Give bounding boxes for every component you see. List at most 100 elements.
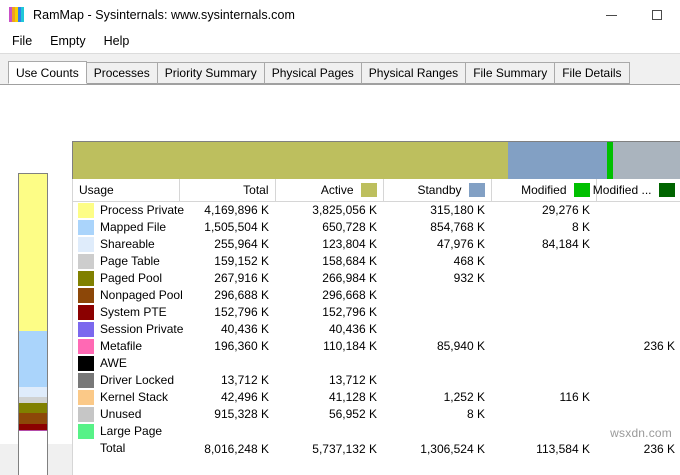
cell-standby <box>383 321 491 338</box>
menu-bar: File Empty Help <box>0 29 680 53</box>
cell-standby: 85,940 K <box>436 339 485 353</box>
cell-total: 4,169,896 K <box>204 203 269 217</box>
cell-usage: AWE <box>73 355 179 372</box>
table-row[interactable]: AWE <box>73 355 680 372</box>
cell-modified <box>491 287 596 304</box>
column-header-total-label: Total <box>243 182 269 197</box>
cell-standby: 1,306,524 K <box>420 442 485 456</box>
table-row[interactable]: Page Table 159,152 K 158,684 K 468 K <box>73 253 680 270</box>
cell-modified-no-write <box>596 270 680 287</box>
cell-active: 123,804 K <box>322 237 377 251</box>
cell-usage: Nonpaged Pool <box>73 287 183 304</box>
row-color-swatch <box>78 304 94 320</box>
table-row[interactable]: Metafile 196,360 K 110,184 K 85,940 K 236 K <box>73 338 680 355</box>
cell-active: 152,796 K <box>322 305 377 319</box>
modified-no-write-color-swatch <box>658 182 675 197</box>
menu-item-file[interactable]: File <box>12 34 33 48</box>
column-header-active[interactable]: Active <box>275 179 384 202</box>
tab-physical-pages[interactable]: Physical Pages <box>263 62 362 84</box>
cell-modified <box>491 270 596 287</box>
cell-modified-no-write <box>596 304 680 321</box>
table-row[interactable]: Driver Locked 13,712 K 13,712 K <box>73 372 680 389</box>
memory-bar-segment-active <box>73 142 508 184</box>
row-color-swatch <box>78 219 94 235</box>
column-header-usage[interactable]: Usage <box>73 179 180 202</box>
column-header-modified[interactable]: Modified <box>491 179 597 202</box>
row-color-swatch <box>78 287 94 303</box>
row-color-swatch <box>78 338 94 354</box>
usage-bar-segment-paged-pool <box>19 402 47 413</box>
cell-total: 152,796 K <box>214 305 269 319</box>
table-row[interactable]: Process Private 4,169,896 K 3,825,056 K 315… <box>73 201 680 219</box>
row-color-swatch <box>78 355 94 371</box>
cell-usage-label: Paged Pool <box>100 271 163 285</box>
memory-bar-segment-modified <box>606 142 614 184</box>
cell-usage: Driver Locked <box>73 372 179 389</box>
cell-modified-no-write <box>596 219 680 236</box>
rammap-stripes-icon <box>9 7 24 22</box>
tab-physical-ranges[interactable]: Physical Ranges <box>360 62 467 84</box>
usage-bar-segment-nonpaged-pool <box>19 412 47 425</box>
column-header-modified-label: Modified <box>521 182 567 197</box>
memory-bar-segment-standby <box>507 142 607 184</box>
cell-usage-label: Total <box>100 441 126 455</box>
cell-active: 650,728 K <box>322 220 377 234</box>
cell-usage-label: Large Page <box>100 424 163 438</box>
maximize-icon <box>652 9 662 20</box>
column-header-standby-label: Standby <box>417 182 462 197</box>
table-row[interactable]: Shareable 255,964 K 123,804 K 47,976 K 84,18… <box>73 236 680 253</box>
table-row[interactable]: Kernel Stack 42,496 K 41,128 K 1,252 K 116 K <box>73 389 680 406</box>
cell-usage-label: Mapped File <box>100 220 167 234</box>
table-row[interactable]: Unused 915,328 K 56,952 K 8 K <box>73 406 680 423</box>
maximize-button[interactable] <box>634 0 680 29</box>
cell-modified <box>491 423 596 440</box>
standby-color-swatch <box>468 182 485 197</box>
cell-modified <box>491 321 596 338</box>
row-color-swatch <box>78 372 94 388</box>
tab-file-summary[interactable]: File Summary <box>465 62 556 84</box>
column-header-modified-no-write[interactable]: Modified ... <box>592 179 680 202</box>
cell-modified-no-write <box>596 236 680 253</box>
row-color-swatch <box>78 423 94 439</box>
table-row[interactable]: Session Private 40,436 K 40,436 K <box>73 321 680 338</box>
client-area: Use Counts Processes Priority Summary Ph… <box>0 53 680 475</box>
cell-active: 41,128 K <box>328 390 377 404</box>
column-header-standby[interactable]: Standby <box>383 179 492 202</box>
cell-modified-no-write <box>596 253 680 270</box>
cell-usage-label: Shareable <box>100 237 155 251</box>
tab-processes[interactable]: Processes <box>85 62 158 84</box>
use-counts-table[interactable]: Usage Total Active Standby <box>72 179 680 475</box>
row-color-swatch <box>78 321 94 337</box>
column-header-modified-no-write-label: Modified ... <box>592 182 652 197</box>
column-header-active-label: Active <box>320 182 354 197</box>
modified-color-swatch <box>573 182 590 197</box>
cell-usage: System PTE <box>73 304 179 321</box>
cell-usage: Unused <box>73 406 179 423</box>
minimize-button[interactable] <box>588 0 634 29</box>
table-row[interactable]: System PTE 152,796 K 152,796 K <box>73 304 680 321</box>
cell-usage-label: Page Table <box>100 254 160 268</box>
row-color-swatch <box>78 406 94 422</box>
cell-modified: 116 K <box>559 390 590 404</box>
tab-priority-summary[interactable]: Priority Summary <box>156 62 265 84</box>
table-row[interactable]: Nonpaged Pool 296,688 K 296,668 K <box>73 287 680 304</box>
cell-standby: 315,180 K <box>430 203 485 217</box>
table-row[interactable]: Paged Pool 267,916 K 266,984 K 932 K <box>73 270 680 287</box>
memory-summary-bar <box>72 141 680 185</box>
cell-total: 42,496 K <box>220 390 269 404</box>
cell-active: 296,668 K <box>322 288 377 302</box>
tab-use-counts[interactable]: Use Counts <box>8 61 87 84</box>
cell-total: 915,328 K <box>214 407 269 421</box>
menu-item-help[interactable]: Help <box>103 34 130 48</box>
menu-item-empty[interactable]: Empty <box>50 34 86 48</box>
window-controls <box>588 0 680 29</box>
table-row[interactable]: Total 8,016,248 K 5,737,132 K 1,306,524 K 11… <box>73 440 680 457</box>
column-header-total[interactable]: Total <box>179 179 276 202</box>
cell-total: 196,360 K <box>214 339 269 353</box>
table-row[interactable]: Large Page <box>73 423 680 440</box>
cell-active: 158,684 K <box>322 254 377 268</box>
cell-total: 40,436 K <box>220 322 269 336</box>
table-row[interactable]: Mapped File 1,505,504 K 650,728 K 854,768 K… <box>73 219 680 236</box>
tab-file-details[interactable]: File Details <box>554 62 630 84</box>
